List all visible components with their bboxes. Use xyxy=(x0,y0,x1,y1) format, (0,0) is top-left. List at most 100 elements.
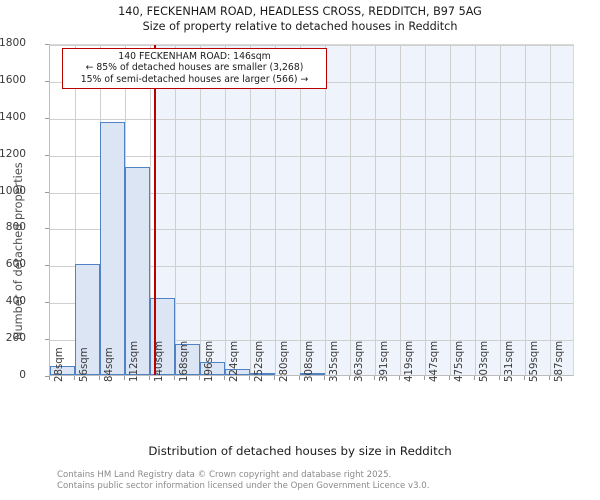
gridline-x-475sqm xyxy=(450,45,451,375)
x-tick-label: 531sqm xyxy=(503,340,515,382)
gridline-x-140sqm xyxy=(150,45,151,375)
histogram-bar xyxy=(50,365,75,375)
x-tick-label: 280sqm xyxy=(278,340,290,382)
histogram-bar xyxy=(125,166,150,375)
x-tick-mark xyxy=(299,376,300,380)
x-tick-mark xyxy=(99,376,100,380)
x-tick-mark xyxy=(449,376,450,380)
gridline-y-1800 xyxy=(50,45,573,46)
gridline-x-280sqm xyxy=(275,45,276,375)
annotation-property-size: 140 FECKENHAM ROAD: 146sqm xyxy=(118,51,271,62)
x-tick-mark xyxy=(274,376,275,380)
y-tick-label: 400 xyxy=(5,295,26,308)
x-tick-mark xyxy=(49,376,50,380)
x-tick-label: 252sqm xyxy=(253,340,265,382)
footer-attribution: Contains HM Land Registry data © Crown c… xyxy=(57,470,429,491)
histogram-bar xyxy=(300,373,325,375)
histogram-bar xyxy=(250,373,275,375)
x-tick-label: 335sqm xyxy=(328,340,340,382)
y-tick-label: 1800 xyxy=(0,37,26,49)
x-tick-label: 587sqm xyxy=(553,340,565,382)
y-tick-label: 1400 xyxy=(0,110,26,123)
histogram-bar xyxy=(200,362,225,375)
histogram-bar xyxy=(100,122,125,375)
x-tick-mark xyxy=(374,376,375,380)
x-tick-label: 559sqm xyxy=(528,340,540,382)
property-annotation-box: 140 FECKENHAM ROAD: 146sqm ← 85% of deta… xyxy=(62,48,327,90)
footer-line-1: Contains HM Land Registry data © Crown c… xyxy=(57,470,392,480)
footer-line-2: Contains public sector information licen… xyxy=(57,480,430,491)
x-tick-label: 419sqm xyxy=(403,340,415,382)
y-tick-label: 1600 xyxy=(0,73,26,86)
gridline-x-363sqm xyxy=(350,45,351,375)
gridline-x-419sqm xyxy=(400,45,401,375)
x-tick-label: 196sqm xyxy=(203,340,215,382)
y-tick-mark xyxy=(45,191,49,193)
gridline-x-252sqm xyxy=(250,45,251,375)
y-tick-label: 800 xyxy=(5,221,26,234)
x-tick-label: 447sqm xyxy=(428,340,440,382)
x-tick-mark xyxy=(74,376,75,380)
gridline-x-308sqm xyxy=(300,45,301,375)
gridline-x-531sqm xyxy=(500,45,501,375)
y-tick-mark xyxy=(45,228,49,230)
y-tick-label: 0 xyxy=(19,369,26,381)
gridline-x-587sqm xyxy=(550,45,551,375)
y-axis-label: Number of detached properties xyxy=(12,162,25,340)
gridline-y-600 xyxy=(50,266,573,268)
y-tick-mark xyxy=(45,339,49,341)
gridline-y-800 xyxy=(50,229,573,231)
gridline-x-559sqm xyxy=(525,45,526,375)
histogram-bar xyxy=(225,369,250,375)
x-tick-mark xyxy=(424,376,425,380)
x-tick-label: 503sqm xyxy=(478,340,490,382)
gridline-x-391sqm xyxy=(375,45,376,375)
y-tick-label: 600 xyxy=(5,258,26,271)
chart-title-block: 140, FECKENHAM ROAD, HEADLESS CROSS, RED… xyxy=(0,4,600,34)
gridline-x-503sqm xyxy=(475,45,476,375)
histogram-bar xyxy=(75,264,100,375)
y-tick-mark xyxy=(45,117,49,119)
x-tick-mark xyxy=(224,376,225,380)
x-tick-label: 391sqm xyxy=(378,340,390,382)
y-tick-label: 200 xyxy=(5,332,26,345)
annotation-larger-share: 15% of semi-detached houses are larger (… xyxy=(80,73,309,85)
page-title: 140, FECKENHAM ROAD, HEADLESS CROSS, RED… xyxy=(118,5,482,18)
x-tick-mark xyxy=(124,376,125,380)
gridline-y-1000 xyxy=(50,192,573,194)
x-tick-mark xyxy=(249,376,250,380)
x-axis-label: Distribution of detached houses by size … xyxy=(148,444,452,458)
gridline-y-1200 xyxy=(50,155,573,157)
x-tick-mark xyxy=(474,376,475,380)
x-tick-mark xyxy=(499,376,500,380)
gridline-y-400 xyxy=(50,303,573,305)
y-tick-label: 1200 xyxy=(0,147,26,160)
y-tick-label: 1000 xyxy=(0,184,26,197)
gridline-x-447sqm xyxy=(425,45,426,375)
histogram-bar xyxy=(150,297,175,375)
x-tick-label: 84sqm xyxy=(103,347,115,382)
x-tick-label: 168sqm xyxy=(178,340,190,382)
x-tick-label: 475sqm xyxy=(453,340,465,382)
y-tick-mark xyxy=(45,154,49,156)
x-tick-label: 56sqm xyxy=(78,347,90,382)
histogram-bar xyxy=(175,343,200,375)
x-tick-label: 112sqm xyxy=(128,340,140,382)
gridline-x-196sqm xyxy=(200,45,201,375)
x-tick-mark xyxy=(324,376,325,380)
gridline-x-335sqm xyxy=(325,45,326,375)
y-tick-mark xyxy=(45,302,49,304)
x-tick-label: 28sqm xyxy=(53,347,65,382)
gridline-x-168sqm xyxy=(175,45,176,375)
x-tick-mark xyxy=(524,376,525,380)
y-tick-mark xyxy=(45,80,49,82)
gridline-x-56sqm xyxy=(75,45,76,375)
x-tick-mark xyxy=(174,376,175,380)
larger-properties-shaded-region xyxy=(155,45,573,375)
y-tick-mark xyxy=(45,376,49,377)
x-tick-mark xyxy=(199,376,200,380)
plot-area xyxy=(49,44,574,376)
annotation-smaller-share: ← 85% of detached houses are smaller (3,… xyxy=(85,62,304,74)
x-tick-mark xyxy=(399,376,400,380)
x-tick-label: 308sqm xyxy=(303,340,315,382)
